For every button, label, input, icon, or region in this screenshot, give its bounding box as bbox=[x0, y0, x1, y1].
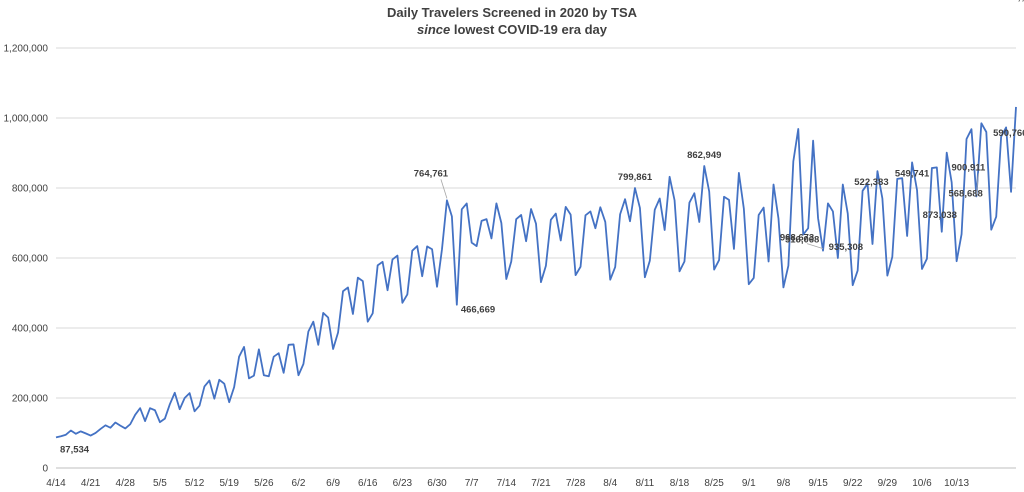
x-tick-label: 7/21 bbox=[531, 478, 551, 489]
x-tick-label: 6/2 bbox=[292, 478, 306, 489]
y-tick-label: 800,000 bbox=[12, 184, 49, 195]
x-tick-label: 8/25 bbox=[704, 478, 724, 489]
y-tick-label: 1,200,000 bbox=[4, 44, 49, 55]
series-line bbox=[55, 106, 1017, 439]
x-tick-label: 5/5 bbox=[153, 478, 167, 489]
x-tick-label: 5/12 bbox=[185, 478, 205, 489]
gridlines bbox=[56, 47, 1016, 399]
x-tick-label: 9/22 bbox=[843, 478, 863, 489]
x-tick-label: 4/14 bbox=[46, 478, 66, 489]
chart-subtitle-emphasis: since bbox=[417, 22, 450, 37]
chart-subtitle: since lowest COVID-19 era day bbox=[417, 22, 608, 37]
data-label: 680,894 bbox=[1006, 0, 1024, 3]
x-tick-label: 9/15 bbox=[808, 478, 828, 489]
data-label: 568,688 bbox=[948, 188, 982, 199]
x-tick-label: 8/18 bbox=[670, 478, 690, 489]
x-tick-label: 9/8 bbox=[776, 478, 790, 489]
data-label: 873,038 bbox=[923, 210, 957, 221]
data-label: 1,031,505 bbox=[1012, 0, 1024, 3]
x-tick-label: 6/23 bbox=[393, 478, 413, 489]
label-leader-line bbox=[440, 179, 448, 199]
data-label: 522,383 bbox=[854, 177, 888, 188]
x-axis: 4/14 4/21 4/28 5/5 5/12 5/19 5/26 6/2 6/9 6/16 6/2… bbox=[46, 467, 1016, 489]
x-tick-label: 6/16 bbox=[358, 478, 378, 489]
x-tick-label: 10/13 bbox=[944, 478, 969, 489]
x-tick-label: 4/28 bbox=[116, 478, 136, 489]
data-label: 590,766 bbox=[993, 128, 1024, 139]
data-label: 764,761 bbox=[414, 168, 449, 179]
x-tick-label: 4/21 bbox=[81, 478, 101, 489]
chart-subtitle-rest: lowest COVID-19 era day bbox=[450, 22, 608, 37]
data-label: 466,669 bbox=[461, 305, 495, 316]
y-tick-label: 400,000 bbox=[12, 324, 49, 335]
label-leader-line bbox=[806, 243, 824, 250]
data-label: 968,673 bbox=[780, 233, 814, 244]
data-label: 87,534 bbox=[60, 444, 90, 455]
x-tick-label: 9/29 bbox=[878, 478, 898, 489]
x-tick-label: 9/1 bbox=[742, 478, 756, 489]
y-tick-label: 600,000 bbox=[12, 254, 49, 265]
data-label: 799,861 bbox=[618, 172, 653, 183]
label-leader-line bbox=[976, 173, 979, 195]
data-label: 935,308 bbox=[829, 242, 863, 253]
data-label: 862,949 bbox=[687, 150, 721, 161]
x-tick-label: 8/11 bbox=[635, 478, 654, 489]
data-label: 516,068 bbox=[785, 234, 819, 245]
y-tick-label: 200,000 bbox=[12, 394, 49, 405]
y-tick-label: 0 bbox=[42, 464, 48, 475]
data-label: 549,741 bbox=[895, 168, 930, 179]
x-tick-label: 5/19 bbox=[219, 478, 239, 489]
x-tick-label: 5/26 bbox=[254, 478, 274, 489]
data-labels: 87,534 764,761 466,669 799,861 862,949 516,06… bbox=[60, 0, 1024, 455]
data-label: 900,911 bbox=[951, 162, 986, 173]
x-tick-label: 10/6 bbox=[912, 478, 932, 489]
x-tick-label: 6/30 bbox=[427, 478, 447, 489]
series-line-group bbox=[55, 106, 1017, 439]
x-tick-label: 8/4 bbox=[603, 478, 617, 489]
x-tick-label: 7/7 bbox=[465, 478, 479, 489]
x-tick-label: 6/9 bbox=[326, 478, 340, 489]
x-tick-label: 7/28 bbox=[566, 478, 586, 489]
y-axis: 0 200,000 400,000 600,000 800,000 1,000,000 1,… bbox=[4, 44, 49, 475]
chart-title: Daily Travelers Screened in 2020 by TSA bbox=[387, 5, 638, 20]
y-tick-label: 1,000,000 bbox=[4, 114, 49, 125]
x-tick-label: 7/14 bbox=[497, 478, 517, 489]
